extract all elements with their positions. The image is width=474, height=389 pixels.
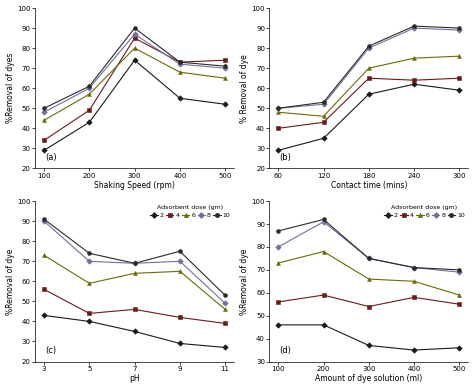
X-axis label: Shaking Speed (rpm): Shaking Speed (rpm): [94, 181, 175, 190]
X-axis label: Contact time (mins): Contact time (mins): [330, 181, 407, 190]
Text: (b): (b): [279, 153, 291, 162]
Y-axis label: %Removal of dyes: %Removal of dyes: [6, 53, 15, 123]
X-axis label: Amount of dye solution (ml): Amount of dye solution (ml): [315, 375, 422, 384]
X-axis label: pH: pH: [129, 375, 140, 384]
Text: (a): (a): [45, 153, 56, 162]
Y-axis label: %Removal of dye: %Removal of dye: [240, 248, 249, 315]
Legend: 2, 4, 6, 8, 10: 2, 4, 6, 8, 10: [149, 204, 231, 219]
Y-axis label: %Removal of dye: %Removal of dye: [6, 248, 15, 315]
Text: (d): (d): [279, 346, 291, 355]
Legend: 2, 4, 6, 8, 10: 2, 4, 6, 8, 10: [383, 204, 465, 219]
Text: (c): (c): [45, 346, 56, 355]
Y-axis label: % Removal of dye: % Removal of dye: [240, 54, 249, 123]
